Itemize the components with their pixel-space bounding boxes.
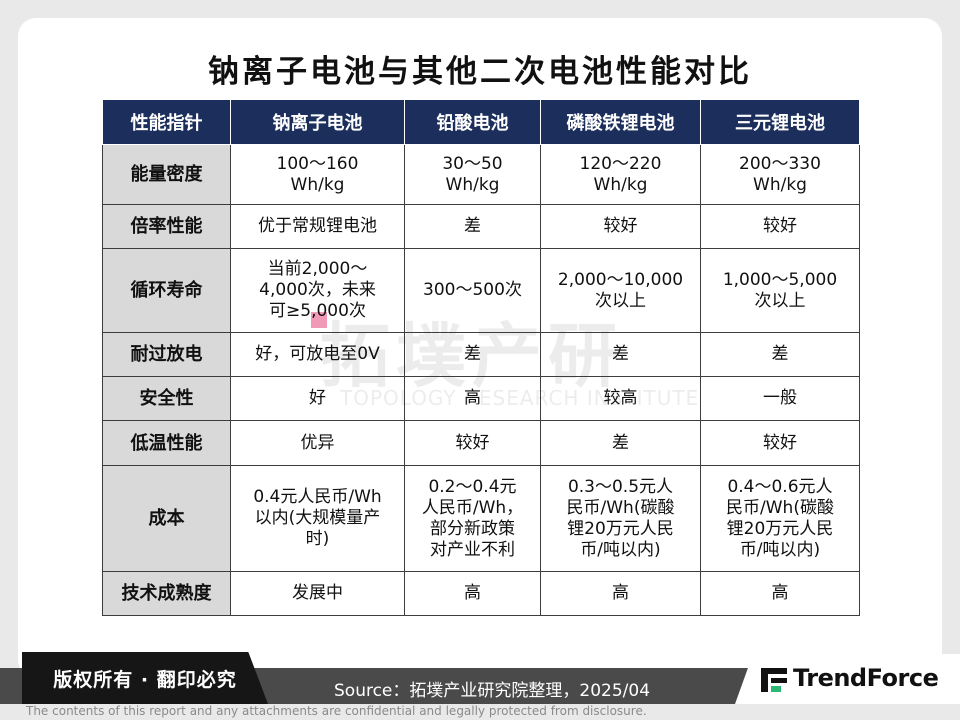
table-row: 循环寿命 当前2,000～ 4,000次，未来 可≥5,000次 300～500次 … — [102, 248, 860, 333]
table-cell: 0.4元人民币/Wh 以内(大规模量产 时) — [230, 465, 405, 572]
table-row: 低温性能 优异 较好 差 较好 — [102, 420, 860, 466]
table-cell: 差 — [404, 332, 541, 377]
row-label: 低温性能 — [102, 420, 231, 466]
table-row: 成本 0.4元人民币/Wh 以内(大规模量产 时) 0.2～0.4元 人民币/Wh，部… — [102, 465, 860, 572]
table-cell: 100～160 Wh/kg — [230, 144, 405, 205]
source-note: Source：拓墣产业研究院整理，2025/04 — [334, 681, 651, 701]
table-cell: 优异 — [230, 420, 405, 466]
table-cell: 0.2～0.4元 人民币/Wh， 部分新政策 对产业不利 — [404, 465, 541, 572]
table-row: 安全性 好 高 较高 一般 — [102, 376, 860, 421]
row-label: 成本 — [102, 465, 231, 572]
table-cell: 高 — [540, 571, 701, 616]
table-row: 能量密度 100～160 Wh/kg 30～50 Wh/kg 120～220 Wh/k… — [102, 144, 860, 205]
table-cell: 好 — [230, 376, 405, 421]
table-cell: 好，可放电至0V — [230, 332, 405, 377]
table-cell: 200～330 Wh/kg — [700, 144, 860, 205]
table-cell: 30～50 Wh/kg — [404, 144, 541, 205]
row-label: 安全性 — [102, 376, 231, 421]
table-cell: 较好 — [700, 204, 860, 249]
table-cell: 高 — [404, 571, 541, 616]
row-label: 循环寿命 — [102, 248, 231, 333]
table-cell: 120～220 Wh/kg — [540, 144, 701, 205]
disclaimer: The contents of this report and any atta… — [26, 704, 647, 718]
trendforce-logo-icon — [761, 668, 787, 692]
page-title: 钠离子电池与其他二次电池性能对比 — [208, 54, 752, 90]
header-cell: 磷酸铁锂电池 — [540, 99, 701, 145]
table-row: 耐过放电 好，可放电至0V 差 差 差 — [102, 332, 860, 377]
table-cell: 0.3～0.5元人 民币/Wh(碳酸 锂20万元人民 币/吨以内) — [540, 465, 701, 572]
comparison-table: 性能指针 钠离子电池 铅酸电池 磷酸铁锂电池 三元锂电池 能量密度 100～16… — [102, 99, 860, 616]
trendforce-logo: TrendForce — [735, 654, 960, 704]
table-cell: 差 — [404, 204, 541, 249]
table-cell: 差 — [540, 420, 701, 466]
copyright-badge: 版权所有 · 翻印必究 — [22, 652, 268, 704]
table-cell: 差 — [540, 332, 701, 377]
table-cell: 差 — [700, 332, 860, 377]
table-cell: 300～500次 — [404, 248, 541, 333]
table-cell: 较好 — [540, 204, 701, 249]
table-cell: 当前2,000～ 4,000次，未来 可≥5,000次 — [230, 248, 405, 333]
table-cell: 较好 — [404, 420, 541, 466]
row-label: 倍率性能 — [102, 204, 231, 249]
header-cell: 三元锂电池 — [700, 99, 860, 145]
header-cell: 钠离子电池 — [230, 99, 405, 145]
table-cell: 一般 — [700, 376, 860, 421]
table-cell: 1,000～5,000 次以上 — [700, 248, 860, 333]
header-cell: 铅酸电池 — [404, 99, 541, 145]
table-cell: 0.4～0.6元人 民币/Wh(碳酸 锂20万元人民 币/吨以内) — [700, 465, 860, 572]
header-cell: 性能指针 — [102, 99, 231, 145]
table-row: 倍率性能 优于常规锂电池 差 较好 较好 — [102, 204, 860, 249]
table-cell: 发展中 — [230, 571, 405, 616]
table-cell: 较高 — [540, 376, 701, 421]
table-cell: 高 — [404, 376, 541, 421]
table-cell: 优于常规锂电池 — [230, 204, 405, 249]
logo-text: TrendForce — [793, 664, 939, 692]
table-cell: 高 — [700, 571, 860, 616]
row-label: 能量密度 — [102, 144, 231, 205]
row-label: 技术成熟度 — [102, 571, 231, 616]
table-cell: 较好 — [700, 420, 860, 466]
row-label: 耐过放电 — [102, 332, 231, 377]
table-header-row: 性能指针 钠离子电池 铅酸电池 磷酸铁锂电池 三元锂电池 — [102, 99, 860, 145]
table-cell: 2,000～10,000 次以上 — [540, 248, 701, 333]
table-row: 技术成熟度 发展中 高 高 高 — [102, 571, 860, 616]
